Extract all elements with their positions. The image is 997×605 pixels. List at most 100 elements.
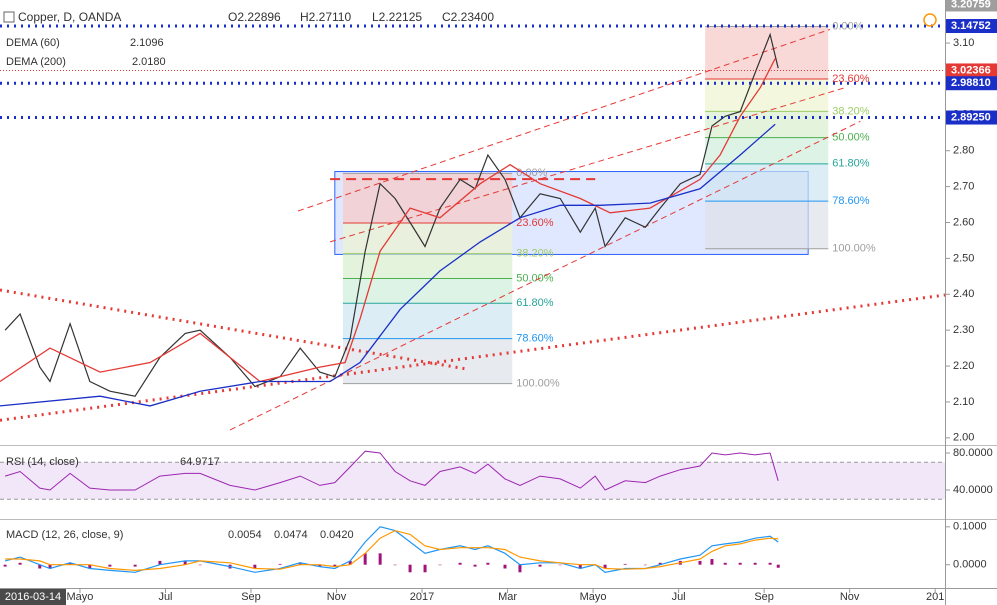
macd-histogram-bar <box>38 564 42 569</box>
symbol-icon[interactable] <box>3 11 15 23</box>
macd-histogram-bar <box>486 562 490 565</box>
fib-label: 50.00% <box>516 272 554 284</box>
macd-histogram-bar <box>458 562 462 565</box>
fib-label: 23.60% <box>516 217 554 229</box>
rsi-value: 64.9717 <box>180 456 220 468</box>
chart-title: Copper, D, OANDA <box>18 10 121 24</box>
macd-histogram-bar <box>723 562 727 565</box>
indicator-line <box>0 58 776 383</box>
x-tick-label: Mar <box>498 591 517 603</box>
macd-histogram-bar <box>423 564 427 573</box>
macd-histogram-bar <box>473 564 477 567</box>
price-label: 2.98810 <box>951 77 991 89</box>
price-label-bg <box>946 76 997 91</box>
ohlc-close: C2.23400 <box>442 10 494 24</box>
macd-value: 0.0474 <box>274 529 308 541</box>
macd-histogram-bar <box>158 560 162 565</box>
macd-value: 0.0054 <box>228 529 262 541</box>
macd-histogram-bar <box>183 560 187 565</box>
macd-histogram-bar <box>503 564 507 569</box>
fib-label: 50.00% <box>832 132 870 144</box>
macd-histogram-bar <box>738 562 742 565</box>
y-tick-label: 2.30 <box>953 324 974 336</box>
fib-label: 61.80% <box>832 158 870 170</box>
macd-histogram-bar <box>578 564 582 569</box>
y-tick-label: 2.60 <box>953 216 974 228</box>
alert-icon[interactable] <box>923 13 937 27</box>
x-tick-label: Nov <box>840 591 860 603</box>
legend-value: 2.0180 <box>132 56 166 68</box>
macd-histogram-bar <box>108 564 112 567</box>
fib-label: 100.00% <box>516 378 560 390</box>
ohlc-low: L2.22125 <box>372 10 422 24</box>
legend-value: 2.1096 <box>130 37 164 49</box>
legend-name: DEMA (200) <box>6 56 66 68</box>
rsi-band <box>0 462 945 500</box>
fib-label: 38.20% <box>516 248 554 260</box>
fib-label: 78.60% <box>516 333 554 345</box>
macd-histogram-bar <box>88 564 92 569</box>
legend-name: DEMA (60) <box>6 37 60 49</box>
x-tick-label: Jul <box>672 591 686 603</box>
macd-histogram-bar <box>318 564 322 567</box>
macd-histogram-bar <box>698 560 702 565</box>
price-label-bg <box>946 0 997 12</box>
y-tick-label: 80.0000 <box>953 447 993 459</box>
macd-histogram-bar <box>378 553 382 565</box>
cursor-date: 2016-03-14 <box>5 591 61 603</box>
fib-band <box>342 173 513 223</box>
ohlc-high: H2.27110 <box>300 10 351 24</box>
macd-histogram-bar <box>48 564 52 569</box>
y-tick-label: 2.70 <box>953 181 974 193</box>
fib-band <box>705 26 829 79</box>
macd-histogram-bar <box>710 559 714 565</box>
price-label-bg <box>946 110 997 125</box>
macd-histogram-bar <box>363 553 367 565</box>
fib-label: 78.60% <box>832 195 870 207</box>
x-tick-label: Jul <box>158 591 172 603</box>
rsi-line <box>4 450 779 491</box>
macd-histogram-bar <box>278 563 282 565</box>
macd-histogram-bar <box>198 564 202 566</box>
macd-title: MACD (12, 26, close, 9) <box>6 529 123 541</box>
macd-histogram-bar <box>643 564 647 566</box>
macd-histogram-bar <box>393 564 397 566</box>
x-tick-label: Mayo <box>67 591 94 603</box>
indicator-line <box>0 123 776 407</box>
fib-band <box>705 78 829 112</box>
trend-line <box>0 293 946 422</box>
x-tick-label: 201 <box>926 591 944 603</box>
macd-histogram-bar <box>348 560 352 565</box>
price-label: 3.20759 <box>951 0 991 10</box>
cursor-date-bg <box>0 589 66 605</box>
fib-label: 61.80% <box>516 297 554 309</box>
price-label-bg <box>946 19 997 34</box>
trend-line <box>297 28 831 212</box>
macd-histogram-bar <box>298 562 302 565</box>
macd-histogram-bar <box>538 564 542 567</box>
y-tick-label: 2.40 <box>953 288 974 300</box>
macd-histogram-bar <box>133 564 137 567</box>
macd-histogram-bar <box>253 564 257 569</box>
fib-label: 38.20% <box>832 105 870 117</box>
x-tick-label: Mayo <box>580 591 607 603</box>
macd-histogram-bar <box>623 563 627 565</box>
fib-band <box>705 201 829 249</box>
trend-line <box>229 120 861 431</box>
macd-histogram-bar <box>603 564 607 569</box>
fib-label: 100.00% <box>832 243 876 255</box>
x-tick-label: Sep <box>241 591 261 603</box>
macd-histogram-bar <box>18 562 22 565</box>
y-tick-label: 0.0000 <box>953 559 987 571</box>
y-tick-label: 2.10 <box>953 396 974 408</box>
macd-value: 0.0420 <box>320 529 354 541</box>
fib-band <box>342 253 513 279</box>
y-tick-label: 2.20 <box>953 360 974 372</box>
y-tick-label: 2.80 <box>953 145 974 157</box>
x-tick-label: 2017 <box>410 591 434 603</box>
price-label: 2.89250 <box>951 111 991 123</box>
y-tick-label: 40.0000 <box>953 484 993 496</box>
macd-histogram-bar <box>753 562 757 565</box>
price-line <box>4 32 779 397</box>
